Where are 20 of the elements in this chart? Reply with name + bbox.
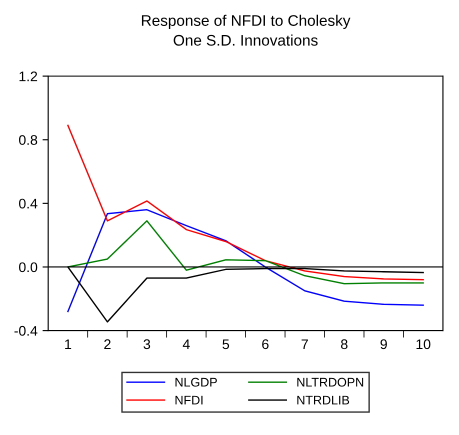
x-tick-label: 4 <box>182 339 190 349</box>
x-tick-label: 2 <box>104 339 111 349</box>
y-tick-label: 0.4 <box>19 198 38 209</box>
legend-label: NLGDP <box>176 378 217 387</box>
legend-label: NFDI <box>176 396 202 404</box>
y-tick-label: -0.4 <box>14 326 38 336</box>
y-tick-label: 1.2 <box>20 71 38 82</box>
x-tick-label: 3 <box>144 339 150 350</box>
legend-label: NTRDLIB <box>297 396 350 404</box>
x-tick-label: 1 <box>65 339 72 349</box>
x-tick-label: 10 <box>416 339 430 350</box>
x-tick-label: 9 <box>380 339 387 350</box>
y-tick-label: 0.0 <box>19 262 38 272</box>
legend-label: NLTRDOPN <box>297 378 364 387</box>
x-tick-label: 6 <box>262 339 269 350</box>
y-tick-label: 0.8 <box>19 135 38 145</box>
x-tick-label: 5 <box>222 339 230 350</box>
chart-title: Response of NFDI to Cholesky One S.D. Innovations <box>142 14 350 46</box>
x-tick-label: 8 <box>340 339 348 350</box>
x-tick-label: 7 <box>302 339 308 349</box>
